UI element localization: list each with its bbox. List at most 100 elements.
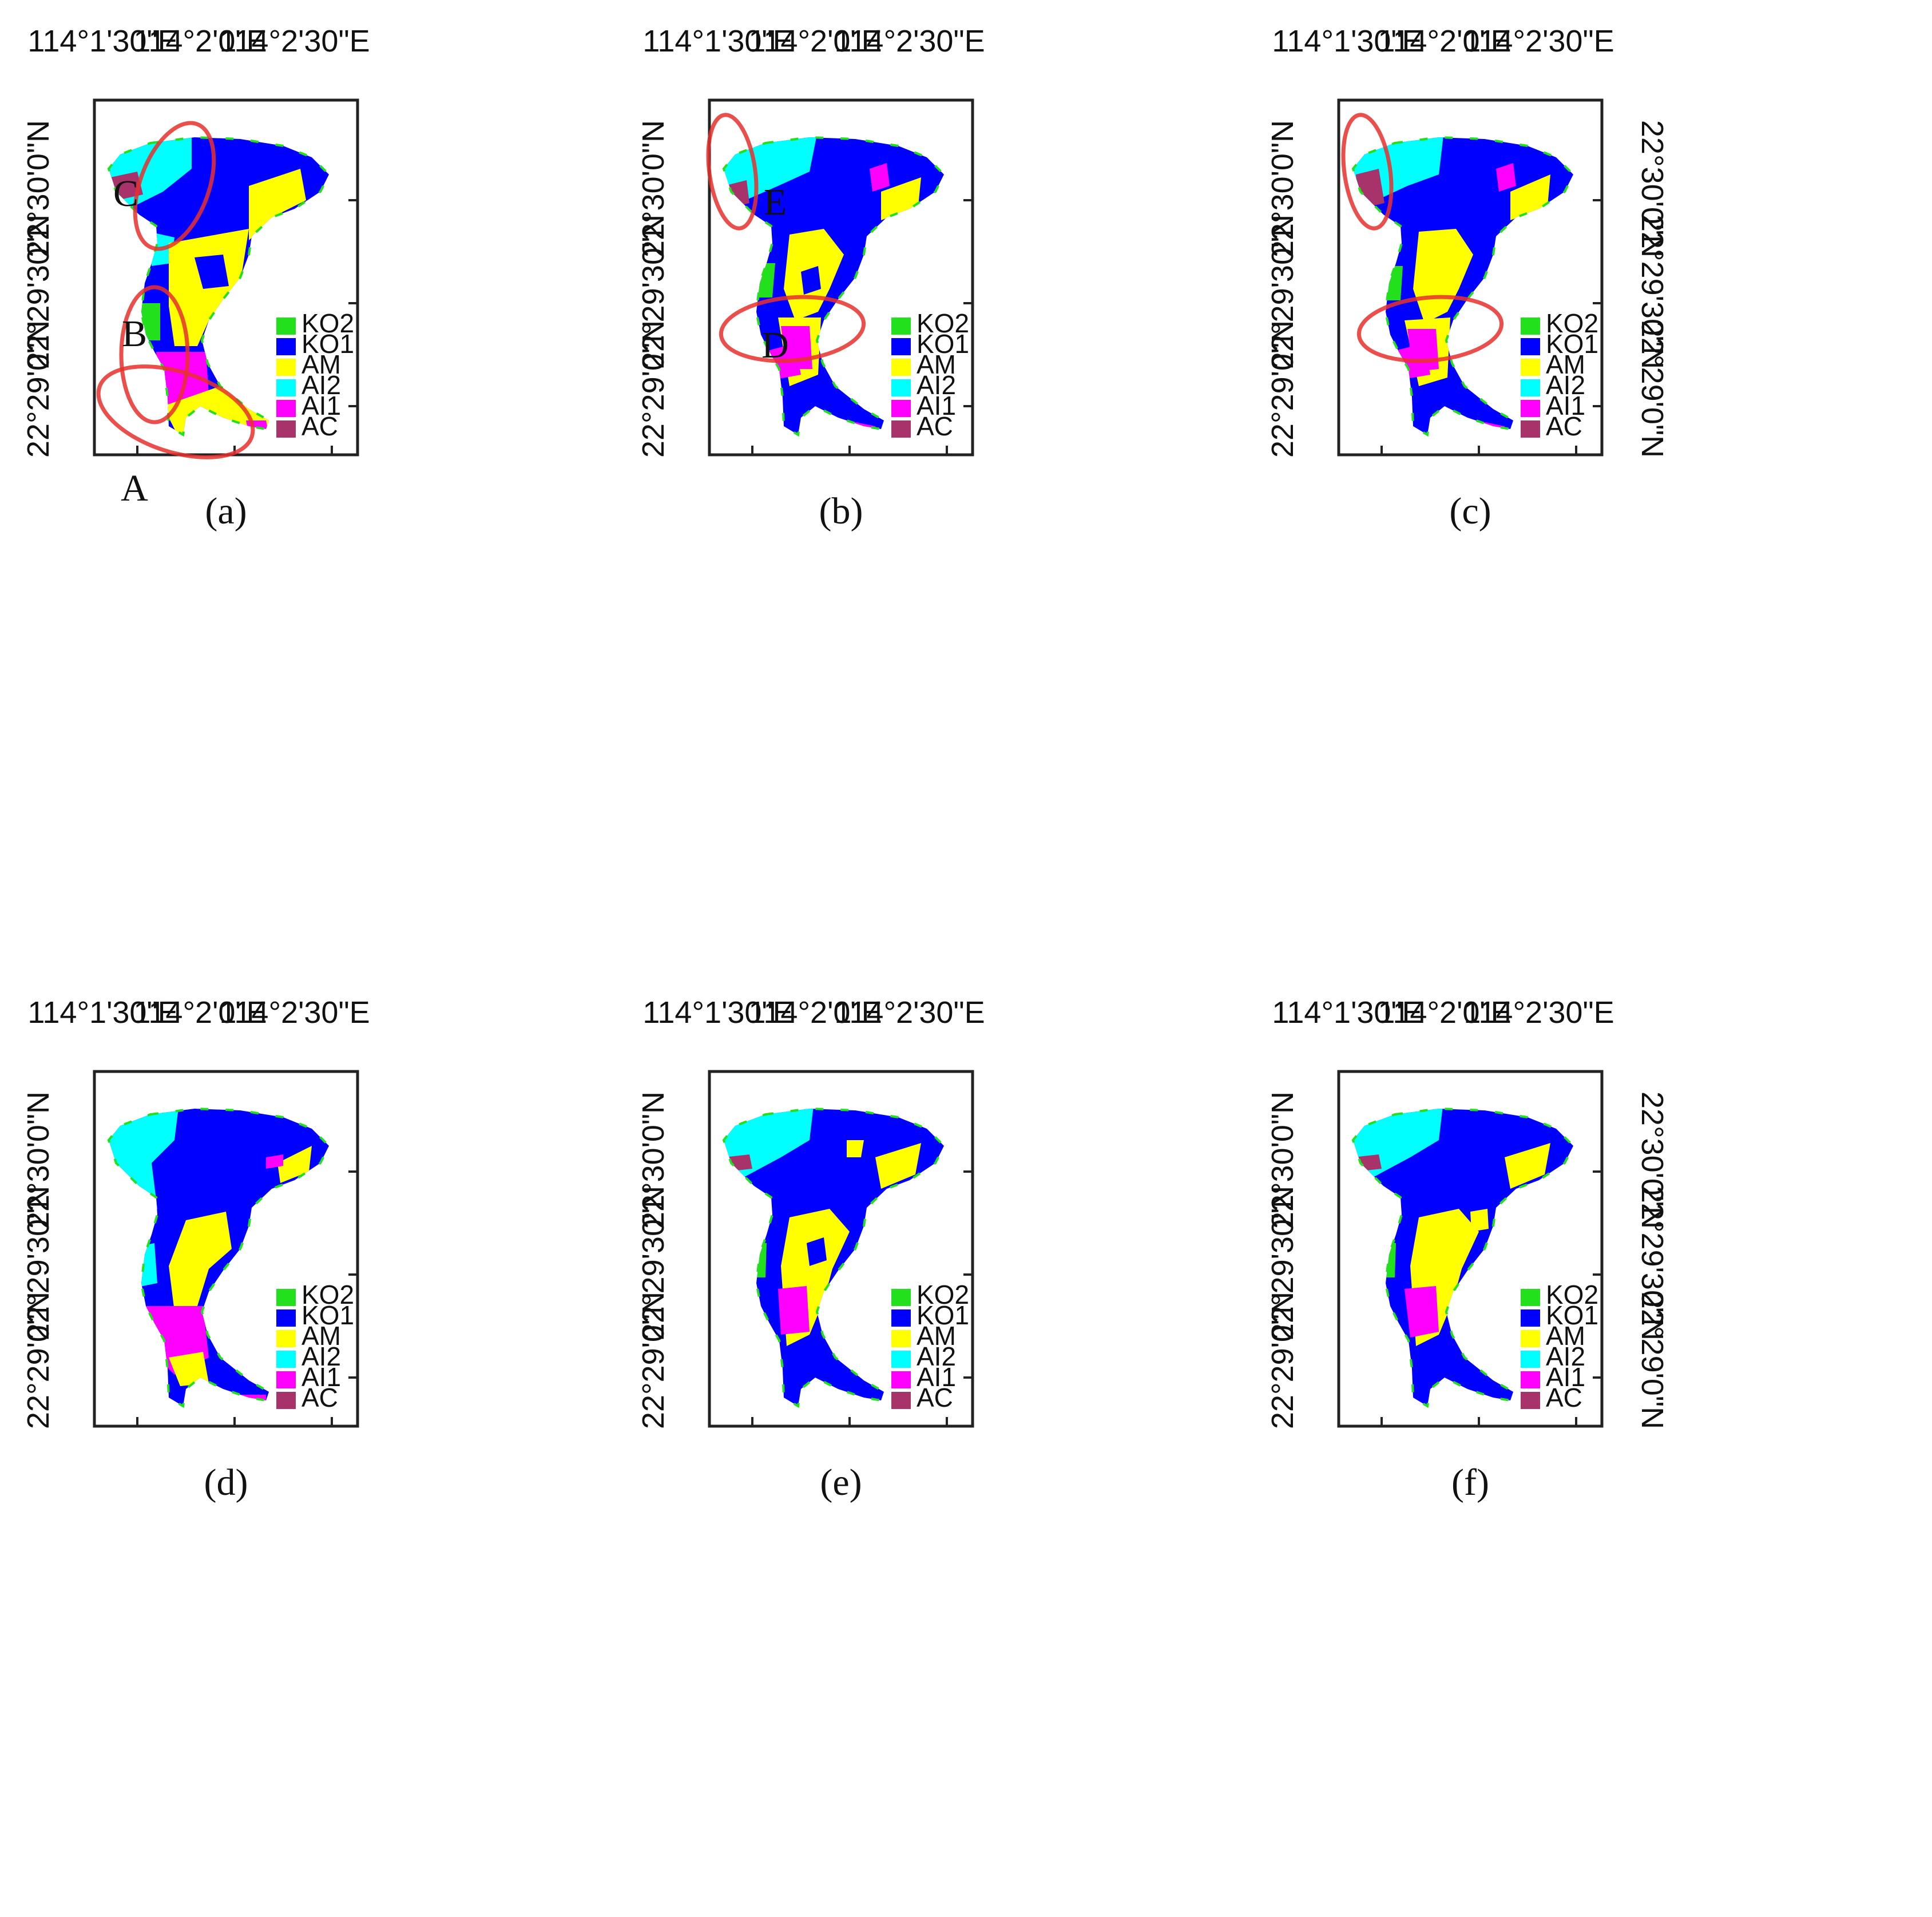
latitude-label: 22°29'0"N [21,320,55,458]
legend-swatch-am [891,359,911,376]
latitude-label: 22°30'0"N [1265,1092,1300,1229]
latitude-label: 22°29'0"N [1265,320,1300,458]
longitude-label: 114°1'30"E [642,995,793,1030]
class-region-ai1 [266,1154,283,1169]
legend-label: KO1 [1546,329,1598,359]
legend-label: AI1 [1546,391,1585,420]
legend-swatch-am [276,359,296,376]
longitude-label: 114°2'30"E [1463,995,1614,1030]
legend-label: AI1 [301,1362,341,1392]
longitude-label: 114°2'0"E [748,995,882,1030]
panel-caption: (d) [204,1462,248,1503]
legend-swatch-ai1 [1521,400,1540,417]
legend-swatch-ai1 [1521,1371,1540,1388]
region-marker-d: D [761,324,789,366]
legend-swatch-ko2 [891,1289,911,1306]
legend-label: KO2 [917,308,969,338]
latitude-label: 22°29'0"N [21,1292,55,1429]
legend-swatch-ko1 [276,338,296,355]
class-region-ko2 [1376,1243,1396,1277]
class-region-am [169,1212,232,1312]
highlight-ellipse [1341,113,1394,231]
legend-label: AM [917,350,956,379]
latitude-label-right: 22°30'0"N [1635,120,1669,257]
legend-label: AI2 [301,370,341,400]
legend-label: KO2 [917,1280,969,1309]
region-marker-b: B [122,313,147,355]
longitude-label: 114°2'30"E [834,24,985,58]
legend-label: AI1 [301,391,341,420]
panel-e: 114°1'30"E114°2'0"E114°2'30"E22°30'0"N22… [636,995,985,1503]
longitude-label: 114°2'0"E [748,24,882,58]
latitude-label: 22°29'0"N [636,320,671,458]
class-region-am [875,1143,921,1189]
longitude-label: 114°2'0"E [133,24,267,58]
legend-label: KO2 [1546,1280,1598,1309]
panel-caption: (b) [819,490,863,532]
latitude-label: 22°29'30"N [1265,1186,1300,1340]
legend-swatch-ac [276,1392,296,1409]
class-region-ko1 [226,192,243,209]
latitude-label: 22°29'0"N [1265,1292,1300,1429]
legend-swatch-ko2 [1521,317,1540,335]
panel-c: 114°1'30"E114°2'0"E114°2'30"E22°30'0"N22… [1265,24,1669,532]
legend-swatch-ac [1521,420,1540,438]
map-frame [1337,1070,1604,1428]
map-frame [1337,98,1604,457]
longitude-label: 114°2'30"E [219,995,370,1030]
legend-swatch-ai1 [276,400,296,417]
legend-swatch-ai2 [276,379,296,396]
legend-swatch-am [891,1330,911,1347]
class-region-ko1 [807,1237,827,1266]
class-region-am [847,1140,864,1157]
latitude-label-right: 22°29'0"N [1635,320,1669,458]
latitude-label-right: 22°29'0"N [1635,1292,1669,1429]
longitude-label: 114°1'30"E [27,24,178,58]
latitude-label: 22°30'0"N [1265,120,1300,257]
panel-caption: (c) [1449,490,1491,532]
legend-swatch-am [1521,1330,1540,1347]
longitude-label: 114°2'30"E [834,995,985,1030]
legend-swatch-ac [1521,1392,1540,1409]
class-region-ko1 [212,1312,229,1340]
highlight-ellipse [119,285,190,424]
legend-label: AC [1546,1383,1582,1412]
latitude-label: 22°29'30"N [636,1186,671,1340]
legend-label: AM [1546,1321,1585,1351]
class-region-ac [724,1154,752,1172]
legend-swatch-am [276,1330,296,1347]
legend-label: AI1 [917,391,956,420]
legend-swatch-ai2 [891,1351,911,1368]
longitude-label: 114°2'30"E [1463,24,1614,58]
legend-label: AC [301,411,338,441]
legend-label: AI1 [917,1362,956,1392]
legend-label: AM [301,350,341,379]
class-region-am [249,169,306,240]
legend-swatch-ko2 [276,1289,296,1306]
class-region-ko1 [801,266,821,295]
class-region-ac [1353,1154,1382,1172]
longitude-label: 114°1'30"E [1272,995,1422,1030]
legend-swatch-ko2 [1521,1289,1540,1306]
legend-swatch-ko1 [891,338,911,355]
region-marker-c: C [113,173,138,215]
class-region-am [1413,229,1473,323]
legend-label: AC [1546,411,1582,441]
legend-label: AC [301,1383,338,1412]
latitude-label: 22°30'0"N [21,1092,55,1229]
region-marker-e: E [764,181,787,223]
map-frame [708,98,974,457]
legend-swatch-ai2 [1521,1351,1540,1368]
legend-label: KO1 [301,1300,354,1330]
panel-a: 114°1'30"E114°2'0"E114°2'30"E22°30'0"N22… [21,24,370,532]
highlight-ellipse [96,364,255,459]
legend-swatch-ko1 [276,1309,296,1327]
panel-caption: (f) [1451,1462,1489,1503]
class-region-ai1 [778,1286,810,1335]
longitude-label: 114°2'0"E [133,995,267,1030]
